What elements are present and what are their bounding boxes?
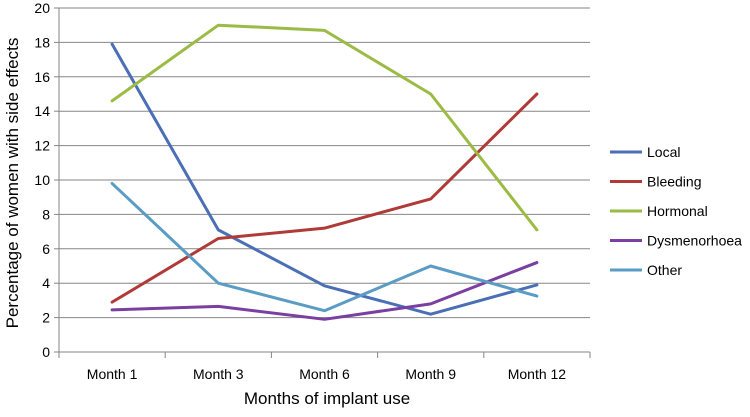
tick-labels: 0 2 4 6 8 10 12 14 16 18 20 Month 1 Month 3 Month 6 Mo… bbox=[34, 0, 566, 382]
y-tick-label: 20 bbox=[34, 0, 50, 16]
series-lines bbox=[110, 23, 539, 321]
y-tick-label: 6 bbox=[42, 241, 50, 257]
y-tick-label: 14 bbox=[34, 103, 50, 119]
legend-label: Bleeding bbox=[647, 174, 702, 190]
y-tick-label: 16 bbox=[34, 69, 50, 85]
y-axis-title: Percentage of women with side effects bbox=[3, 38, 22, 329]
x-tick-label: Month 1 bbox=[87, 366, 138, 382]
legend-label: Hormonal bbox=[647, 203, 708, 219]
series-line-other bbox=[110, 181, 539, 313]
y-tick-label: 2 bbox=[42, 310, 50, 326]
x-tick-label: Month 12 bbox=[508, 366, 567, 382]
y-tick-label: 8 bbox=[42, 206, 50, 222]
x-axis-title: Months of implant use bbox=[244, 389, 410, 408]
legend: Local Bleeding Hormonal Dysmenorhoea Other bbox=[610, 144, 742, 278]
legend-label: Other bbox=[647, 262, 682, 278]
y-tick-label: 10 bbox=[34, 172, 50, 188]
x-tick-label: Month 3 bbox=[193, 366, 244, 382]
grid-lines bbox=[59, 7, 590, 319]
series-line-hormonal bbox=[110, 23, 539, 232]
legend-label: Dysmenorhoea bbox=[647, 233, 742, 249]
y-tick-label: 0 bbox=[42, 344, 50, 360]
y-tick-label: 12 bbox=[34, 138, 50, 154]
x-tick-label: Month 6 bbox=[299, 366, 350, 382]
y-tick-label: 4 bbox=[42, 275, 50, 291]
axes bbox=[54, 7, 591, 358]
x-tick-label: Month 9 bbox=[405, 366, 456, 382]
legend-label: Local bbox=[647, 144, 680, 160]
series-line-local bbox=[110, 42, 539, 316]
series-line-bleeding bbox=[110, 92, 539, 304]
series-line-dysmenorhoea bbox=[110, 261, 539, 321]
y-tick-label: 18 bbox=[34, 34, 50, 50]
